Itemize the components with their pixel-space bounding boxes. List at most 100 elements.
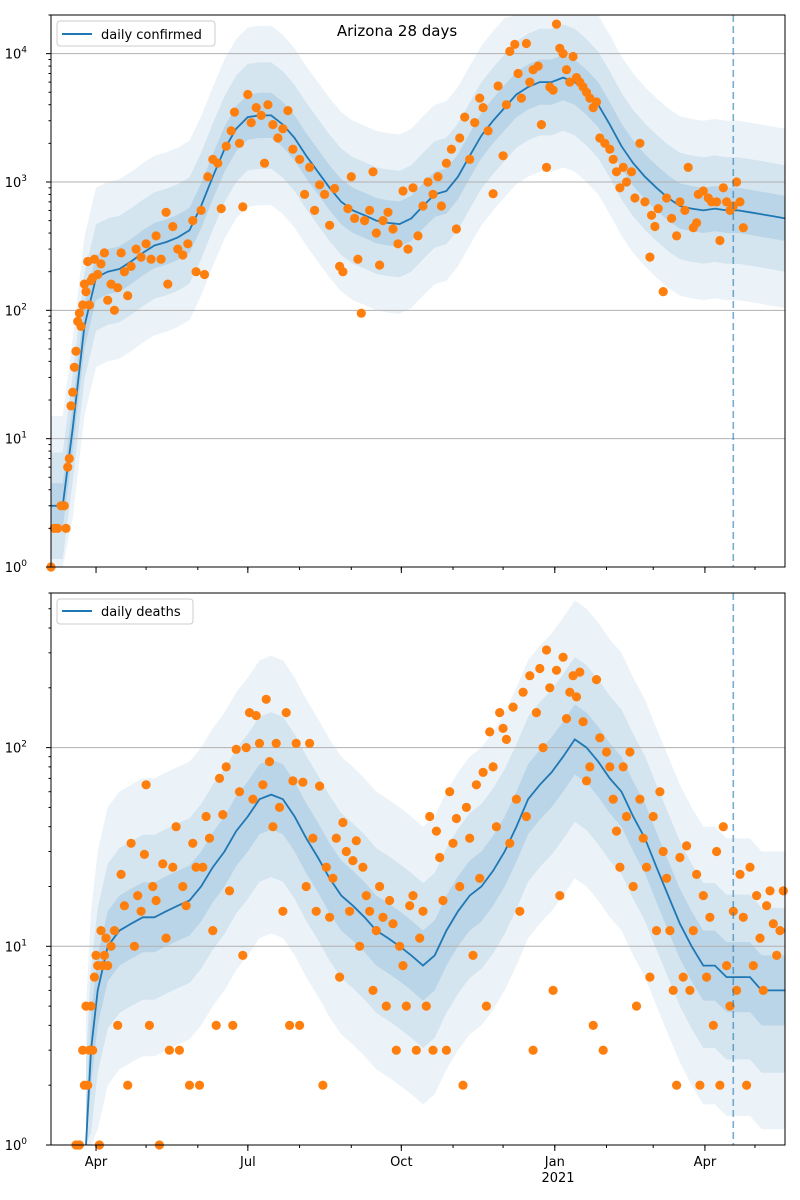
- data-point: [346, 172, 356, 182]
- data-point: [638, 833, 648, 843]
- data-point: [428, 189, 438, 199]
- data-point: [498, 723, 508, 734]
- data-point: [715, 235, 725, 246]
- data-point: [626, 167, 637, 177]
- data-point: [513, 68, 523, 79]
- y-tick-label: 102: [5, 740, 27, 757]
- data-point: [288, 144, 298, 154]
- data-point: [371, 926, 381, 936]
- data-point: [226, 126, 236, 136]
- data-point: [441, 1045, 451, 1055]
- data-point: [151, 895, 161, 906]
- data-point: [470, 118, 480, 128]
- data-point: [598, 1045, 608, 1055]
- data-point: [351, 836, 361, 846]
- data-point: [171, 822, 181, 832]
- data-point: [725, 1001, 735, 1011]
- data-point: [119, 901, 129, 911]
- data-point: [475, 93, 485, 103]
- data-point: [698, 186, 708, 196]
- data-point: [431, 826, 441, 836]
- data-point: [259, 158, 270, 168]
- confirmed-panel: 100 101 102 103 104 daily confirmed Arizona …: [5, 14, 786, 576]
- data-point: [146, 254, 156, 264]
- data-point: [161, 933, 171, 943]
- data-point: [133, 891, 143, 901]
- data-point: [295, 1020, 305, 1030]
- data-point: [722, 197, 732, 207]
- data-point: [318, 1080, 328, 1090]
- data-point: [621, 177, 632, 187]
- data-point: [605, 144, 615, 154]
- deaths-uncertainty-bands: [86, 600, 785, 1145]
- data-point: [505, 46, 515, 57]
- data-point: [615, 862, 625, 872]
- data-point: [635, 794, 645, 804]
- data-point: [331, 833, 341, 843]
- data-point: [712, 197, 722, 207]
- data-point: [405, 901, 415, 911]
- data-point: [605, 762, 615, 772]
- data-point: [158, 859, 168, 869]
- data-point: [350, 213, 360, 223]
- data-point: [692, 869, 702, 880]
- data-point: [123, 1080, 133, 1090]
- data-point: [662, 873, 672, 883]
- data-point: [568, 51, 578, 62]
- data-point: [89, 972, 99, 982]
- data-point: [695, 1080, 705, 1090]
- data-point: [778, 886, 788, 896]
- data-point: [248, 794, 258, 804]
- data-point: [106, 941, 116, 951]
- data-point: [109, 926, 119, 936]
- data-point: [126, 838, 136, 848]
- data-point: [501, 734, 511, 745]
- data-point: [521, 38, 532, 49]
- data-point: [361, 891, 371, 901]
- data-point: [234, 138, 245, 148]
- deaths-model-line: [85, 738, 785, 1146]
- data-point: [765, 886, 775, 896]
- data-point: [425, 811, 435, 822]
- confirmed-x-axis: [95, 567, 756, 573]
- data-point: [281, 708, 291, 718]
- data-point: [738, 223, 748, 233]
- data-point: [433, 172, 443, 182]
- data-point: [86, 1001, 96, 1011]
- data-point: [378, 216, 388, 226]
- data-point: [401, 1001, 411, 1011]
- data-point: [631, 1001, 642, 1011]
- data-point: [109, 305, 119, 315]
- data-point: [641, 862, 652, 872]
- y-tick-label: 101: [5, 431, 27, 448]
- data-point: [388, 224, 398, 234]
- data-point: [398, 961, 408, 971]
- data-point: [198, 862, 208, 872]
- data-point: [213, 158, 223, 168]
- data-point: [214, 773, 225, 784]
- data-point: [208, 926, 218, 936]
- data-point: [188, 838, 198, 848]
- y-tick-label: 103: [5, 174, 27, 191]
- data-point: [68, 387, 78, 397]
- data-point: [758, 985, 768, 996]
- data-point: [63, 462, 73, 472]
- data-point: [164, 1045, 174, 1055]
- data-point: [667, 213, 677, 223]
- data-point: [488, 762, 498, 772]
- data-point: [123, 291, 133, 301]
- deaths-legend: daily deaths: [56, 598, 194, 625]
- data-point: [551, 665, 562, 675]
- data-point: [688, 926, 698, 936]
- data-point: [478, 767, 488, 778]
- data-point: [355, 941, 365, 951]
- data-point: [595, 733, 605, 743]
- data-point: [144, 1020, 154, 1030]
- data-point: [411, 1045, 421, 1055]
- data-point: [483, 126, 493, 136]
- data-point: [548, 985, 558, 996]
- deaths-panel: 100 101 102 Apr Jul Oct Jan Apr daily deaths: [5, 592, 788, 1170]
- data-point: [71, 346, 81, 356]
- data-point: [561, 714, 572, 724]
